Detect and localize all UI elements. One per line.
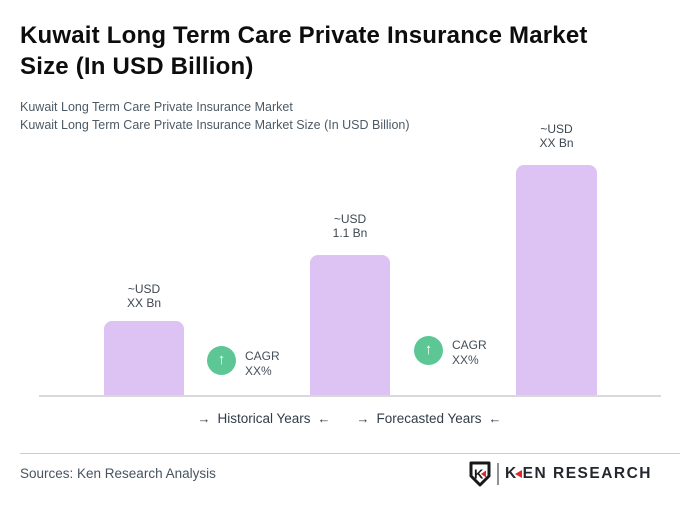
axis-label-historical-years: → Historical Years ← <box>196 409 332 427</box>
ken-research-shield-icon: K <box>469 461 491 487</box>
bar-base-year <box>310 255 390 395</box>
axis-label-text: Forecasted Years <box>376 410 482 426</box>
cagr-value: XX% <box>452 352 479 367</box>
up-arrow-icon: ↑ <box>217 351 226 368</box>
cagr-annotation-2: CAGR XX% <box>452 338 487 367</box>
sources-text: Sources: Ken Research Analysis <box>20 466 216 481</box>
bar-value-line-2: XX Bn <box>126 296 162 310</box>
wordmark-rest: EN RESEARCH <box>522 465 652 482</box>
bar-value-label-historical: ~USD XX Bn <box>104 282 184 310</box>
cagr-label: CAGR <box>245 349 280 363</box>
chart-subtitle: Kuwait Long Term Care Private Insurance … <box>20 98 410 134</box>
axis-label-text: Historical Years <box>217 410 311 426</box>
cagr-badge-2: ↑ <box>414 336 443 365</box>
left-arrow-icon: ← <box>317 410 331 426</box>
subtitle-line-1: Kuwait Long Term Care Private Insurance … <box>20 100 293 114</box>
cagr-badge-1: ↑ <box>207 346 236 375</box>
bar-value-line-1: ~USD <box>333 212 367 226</box>
ken-research-logo: K K EN RESEARCH <box>468 461 652 487</box>
x-axis-baseline <box>39 395 661 397</box>
bar-value-line-2: 1.1 Bn <box>332 226 368 240</box>
up-arrow-icon: ↑ <box>424 341 433 358</box>
red-triangle-icon <box>514 470 522 478</box>
bar-value-label-forecast: ~USD XX Bn <box>516 122 597 150</box>
right-arrow-icon: → <box>197 410 211 426</box>
bar-value-line-1: ~USD <box>540 122 573 136</box>
bar-value-line-1: ~USD <box>127 282 161 296</box>
bar-value-line-2: XX Bn <box>539 136 574 150</box>
footer-divider <box>20 453 680 454</box>
logo-separator <box>496 463 499 485</box>
bar-value-label-base: ~USD 1.1 Bn <box>310 212 390 240</box>
right-arrow-icon: → <box>356 410 370 426</box>
page-title: Kuwait Long Term Care Private Insurance … <box>20 22 588 80</box>
bar-historical <box>104 321 184 395</box>
svg-text:K: K <box>474 467 484 482</box>
wordmark-k: K <box>504 465 518 482</box>
cagr-label: CAGR <box>452 338 487 352</box>
axis-label-forecasted-years: → Forecasted Years ← <box>356 409 502 427</box>
cagr-value: XX% <box>245 363 272 378</box>
cagr-annotation-1: CAGR XX% <box>245 349 280 378</box>
bar-forecast <box>516 165 597 395</box>
left-arrow-icon: ← <box>488 410 502 426</box>
subtitle-line-2: Kuwait Long Term Care Private Insurance … <box>20 118 410 132</box>
ken-research-wordmark: K EN RESEARCH <box>505 465 652 483</box>
